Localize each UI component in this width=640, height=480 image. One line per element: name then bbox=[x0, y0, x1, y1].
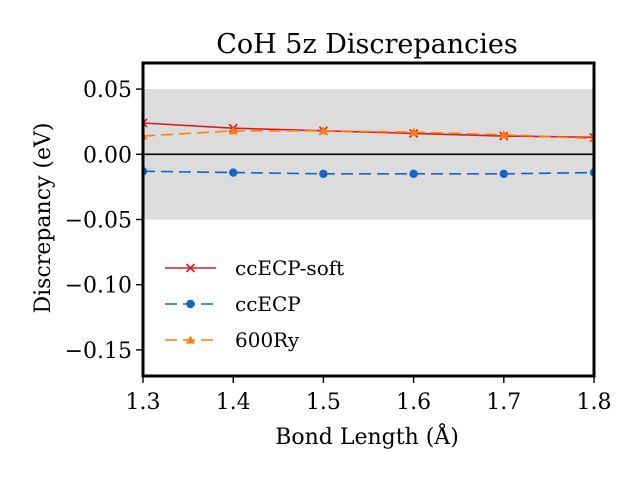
legend-label: 600Ry bbox=[235, 328, 300, 352]
data-point-600Ry-2 bbox=[318, 126, 328, 135]
x-tick-label: 1.8 bbox=[577, 390, 612, 415]
data-point-600Ry-1 bbox=[228, 126, 238, 135]
y-tick-label: −0.05 bbox=[65, 209, 132, 234]
legend-label: ccECP bbox=[235, 292, 301, 316]
legend: ccECP-soft ccECP 600Ry bbox=[165, 256, 344, 352]
legend-item: ccECP-soft bbox=[165, 256, 344, 280]
series-clip bbox=[143, 118, 594, 179]
legend-label: ccECP-soft bbox=[235, 256, 344, 280]
y-axis: 0.05 0.00 −0.05 −0.10 −0.15 bbox=[65, 78, 143, 364]
data-point-ccECP-1 bbox=[229, 168, 238, 177]
legend-marker bbox=[186, 335, 195, 344]
data-point-ccECP-2 bbox=[319, 169, 328, 179]
x-axis: 1.3 1.4 1.5 1.6 1.7 1.8 bbox=[126, 376, 612, 415]
data-point-ccECP-soft-0 bbox=[143, 118, 148, 128]
data-point-ccECP-3 bbox=[409, 169, 418, 179]
x-tick-label: 1.7 bbox=[486, 390, 521, 415]
y-tick-label: −0.10 bbox=[65, 274, 132, 299]
series-line-ccECP bbox=[143, 170, 594, 175]
y-axis-label: Discrepancy (eV) bbox=[31, 122, 56, 313]
chart-title: CoH 5z Discrepancies bbox=[216, 29, 518, 60]
data-point-ccECP-4 bbox=[499, 169, 508, 179]
x-tick-label: 1.3 bbox=[126, 390, 161, 415]
data-point-600Ry-4 bbox=[499, 130, 509, 139]
x-tick-label: 1.6 bbox=[396, 390, 431, 415]
x-tick-label: 1.5 bbox=[306, 390, 341, 415]
legend-item: ccECP bbox=[165, 292, 301, 316]
series-layer bbox=[143, 118, 594, 179]
y-tick-label: −0.15 bbox=[65, 339, 132, 364]
legend-item: 600Ry bbox=[165, 328, 300, 352]
data-point-600Ry-3 bbox=[409, 127, 419, 136]
y-tick-label: 0.00 bbox=[83, 143, 132, 168]
legend-marker bbox=[186, 299, 195, 309]
legend-marker bbox=[185, 263, 196, 273]
x-axis-label: Bond Length (Å) bbox=[275, 422, 459, 450]
y-tick-label: 0.05 bbox=[83, 78, 132, 103]
x-tick-label: 1.4 bbox=[216, 390, 251, 415]
series-line-600Ry bbox=[143, 130, 594, 140]
series-ccECP bbox=[143, 167, 594, 179]
